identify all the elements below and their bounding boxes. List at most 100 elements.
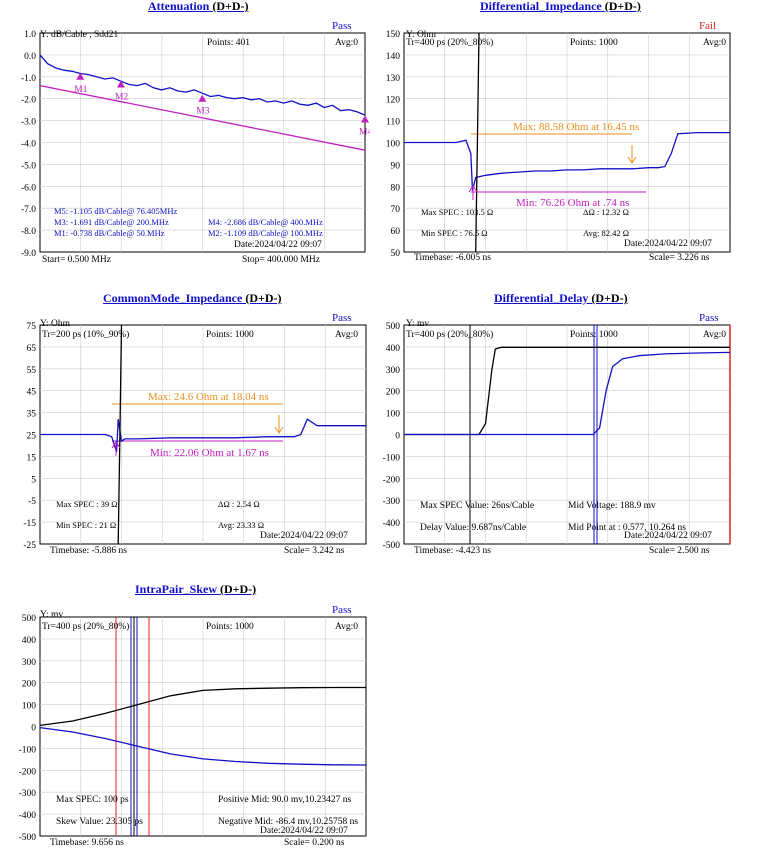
attenuation-info-3: M4: -2.686 dB/Cable@ 400.MHz	[208, 217, 323, 227]
intrapair-skew-yunit: Y: mv	[40, 610, 63, 620]
attenuation-title: Attenuation (D+D-)	[148, 0, 249, 13]
y-tick-label: -400	[19, 811, 37, 821]
attenuation-avg: Avg:0	[335, 38, 358, 48]
marker-triangle	[116, 80, 125, 88]
y-tick-label: 130	[386, 74, 401, 84]
diff-impedance-timebase: Timebase: -6.005 ns	[414, 253, 491, 263]
common-impedance-spec-2: ΔΩ : 2.54 Ω	[218, 499, 260, 509]
diff-impedance-min-arrow	[468, 185, 478, 200]
y-tick-label: 500	[22, 614, 37, 624]
attenuation-info-5: M2: -1.109 dB/Cable@ 100.MHz	[208, 228, 323, 238]
attenuation-stop: Stop= 400.000 MHz	[242, 255, 320, 265]
y-tick-label: 400	[22, 636, 37, 646]
intrapair-skew-avg: Avg:0	[335, 622, 358, 632]
intrapair-skew-tr: Tr=400 ps (20%_80%)	[42, 621, 129, 632]
y-tick-label: 70	[391, 205, 401, 215]
y-tick-label: 100	[22, 702, 37, 712]
y-tick-label: 45	[27, 388, 37, 398]
y-tick-label: 110	[386, 118, 400, 128]
attenuation-points: Points: 401	[207, 38, 250, 48]
y-tick-label: 25	[27, 432, 37, 442]
marker-label: M1	[74, 85, 87, 95]
common-impedance-status: Pass	[332, 312, 352, 324]
marker-triangle	[361, 115, 369, 123]
attenuation-info-4: M1: -0.738 dB/Cable@ 50.MHz	[54, 228, 165, 238]
common-impedance-min-label: Min: 22.06 Ohm at 1.67 ns	[150, 447, 269, 459]
intrapair-skew-status: Pass	[332, 604, 352, 616]
y-tick-label: 200	[386, 388, 401, 398]
marker-label: M3	[196, 107, 209, 117]
common-impedance-scale: Scale= 3.242 ns	[284, 546, 345, 555]
common-impedance-max-arrow	[274, 415, 284, 434]
y-tick-label: 60	[391, 227, 401, 237]
intrapair-skew-spec-2: Positive Mid: 90.0 mv,10.23427 ns	[218, 795, 351, 805]
common-impedance-panel: CommonMode_Impedance (D+D-) Pass Y: Ohm …	[0, 290, 370, 555]
intrapair-skew-panel: IntraPair_Skew (D+D-) Pass Y: mv Tr=400 …	[0, 580, 370, 859]
y-tick-label: -8.0	[21, 227, 36, 237]
y-tick-label: 80	[391, 183, 401, 193]
common-impedance-avg: Avg:0	[335, 330, 358, 340]
intrapair-skew-scale: Scale= 0.200 ns	[284, 838, 345, 848]
attenuation-status: Pass	[332, 20, 352, 32]
y-tick-label: -9.0	[21, 249, 36, 259]
diff-impedance-date: Date:2024/04/22 09:07	[624, 239, 712, 249]
diff-delay-date: Date:2024/04/22 09:07	[624, 531, 712, 541]
series-line-0	[39, 686, 366, 727]
common-impedance-max-label: Max: 24.6 Ohm at 18.04 ns	[148, 391, 269, 403]
series-line-1	[404, 351, 731, 436]
intrapair-skew-chart: Pass Y: mv Tr=400 ps (20%_80%) Points: 1…	[19, 604, 367, 848]
attenuation-start: Start= 0.500 MHz	[42, 255, 111, 265]
common-impedance-date: Date:2024/04/22 09:07	[260, 531, 348, 541]
y-tick-label: 400	[386, 344, 401, 354]
y-tick-label: 55	[27, 366, 37, 376]
diff-delay-avg: Avg:0	[703, 330, 726, 340]
y-tick-label: 5	[31, 475, 36, 485]
y-tick-label: -200	[19, 767, 37, 777]
diff-impedance-spec-1: Max SPEC : 103.5 Ω	[421, 207, 493, 217]
attenuation-date: Date:2024/04/22 09:07	[234, 240, 322, 250]
y-tick-label: 0	[395, 432, 400, 442]
intrapair-skew-spec-4: Negative Mid: -86.4 mv,10.25758 ns	[218, 817, 358, 827]
y-tick-label: -200	[383, 475, 401, 485]
diff-delay-tr: Tr=400 ps (20%_80%)	[406, 329, 493, 340]
intrapair-skew-timebase: Timebase: 9.656 ns	[50, 838, 124, 848]
common-impedance-min-arrow	[111, 441, 121, 456]
y-tick-label: 100	[386, 140, 401, 150]
marker-triangle	[198, 94, 207, 102]
y-tick-label: -5	[28, 497, 36, 507]
common-impedance-yunit: Y: Ohm	[40, 319, 71, 329]
y-tick-label: 90	[391, 161, 401, 171]
y-tick-label: 1.0	[24, 30, 36, 40]
diff-impedance-yunit: Y: Ohm	[406, 30, 437, 40]
y-tick-label: -500	[383, 541, 401, 551]
diff-impedance-chart: Fail Y: Ohm Tr=400 ps (20%_80%) Points: …	[386, 20, 731, 263]
series-line-1	[39, 726, 367, 766]
diff-impedance-spec-4: Avg: 82.42 Ω	[583, 228, 629, 238]
intrapair-skew-spec-3: Skew Value: 23.305 ps	[56, 817, 143, 827]
common-impedance-title: CommonMode_Impedance (D+D-)	[103, 291, 282, 305]
diff-impedance-panel: Differential_Impedance (D+D-) Fail Y: Oh…	[376, 0, 757, 265]
y-tick-label: -4.0	[21, 140, 36, 150]
diff-impedance-points: Points: 1000	[570, 38, 618, 48]
y-tick-label: -7.0	[21, 205, 36, 215]
intrapair-skew-date: Date:2024/04/22 09:07	[260, 826, 348, 836]
diff-delay-status: Pass	[699, 312, 719, 324]
y-tick-label: -400	[383, 519, 401, 529]
diff-impedance-tr: Tr=400 ps (20%_80%)	[406, 37, 493, 48]
diff-impedance-max-arrow	[627, 145, 637, 164]
diff-impedance-max-label: Max: 88.58 Ohm at 16.45 ns	[513, 121, 639, 133]
y-tick-label: 140	[386, 52, 401, 62]
diff-delay-spec-3: Delay Value: 9.687ns/Cable	[420, 523, 526, 533]
diff-delay-timebase: Timebase: -4.423 ns	[414, 546, 491, 555]
common-impedance-timebase: Timebase: -5.886 ns	[50, 546, 127, 555]
y-tick-label: -5.0	[21, 161, 36, 171]
y-tick-label: 120	[386, 96, 401, 106]
diff-impedance-spec-3: Min SPEC : 76.5 Ω	[421, 228, 488, 238]
y-tick-label: 15	[27, 453, 37, 463]
y-tick-label: 0.0	[24, 52, 36, 62]
diff-delay-panel: Differential_Delay (D+D-) Pass Y: mv Tr=…	[376, 290, 757, 555]
intrapair-skew-points: Points: 1000	[206, 622, 254, 632]
y-tick-label: -25	[23, 541, 36, 551]
y-tick-label: 50	[391, 249, 401, 259]
series-line-1	[475, 32, 480, 253]
